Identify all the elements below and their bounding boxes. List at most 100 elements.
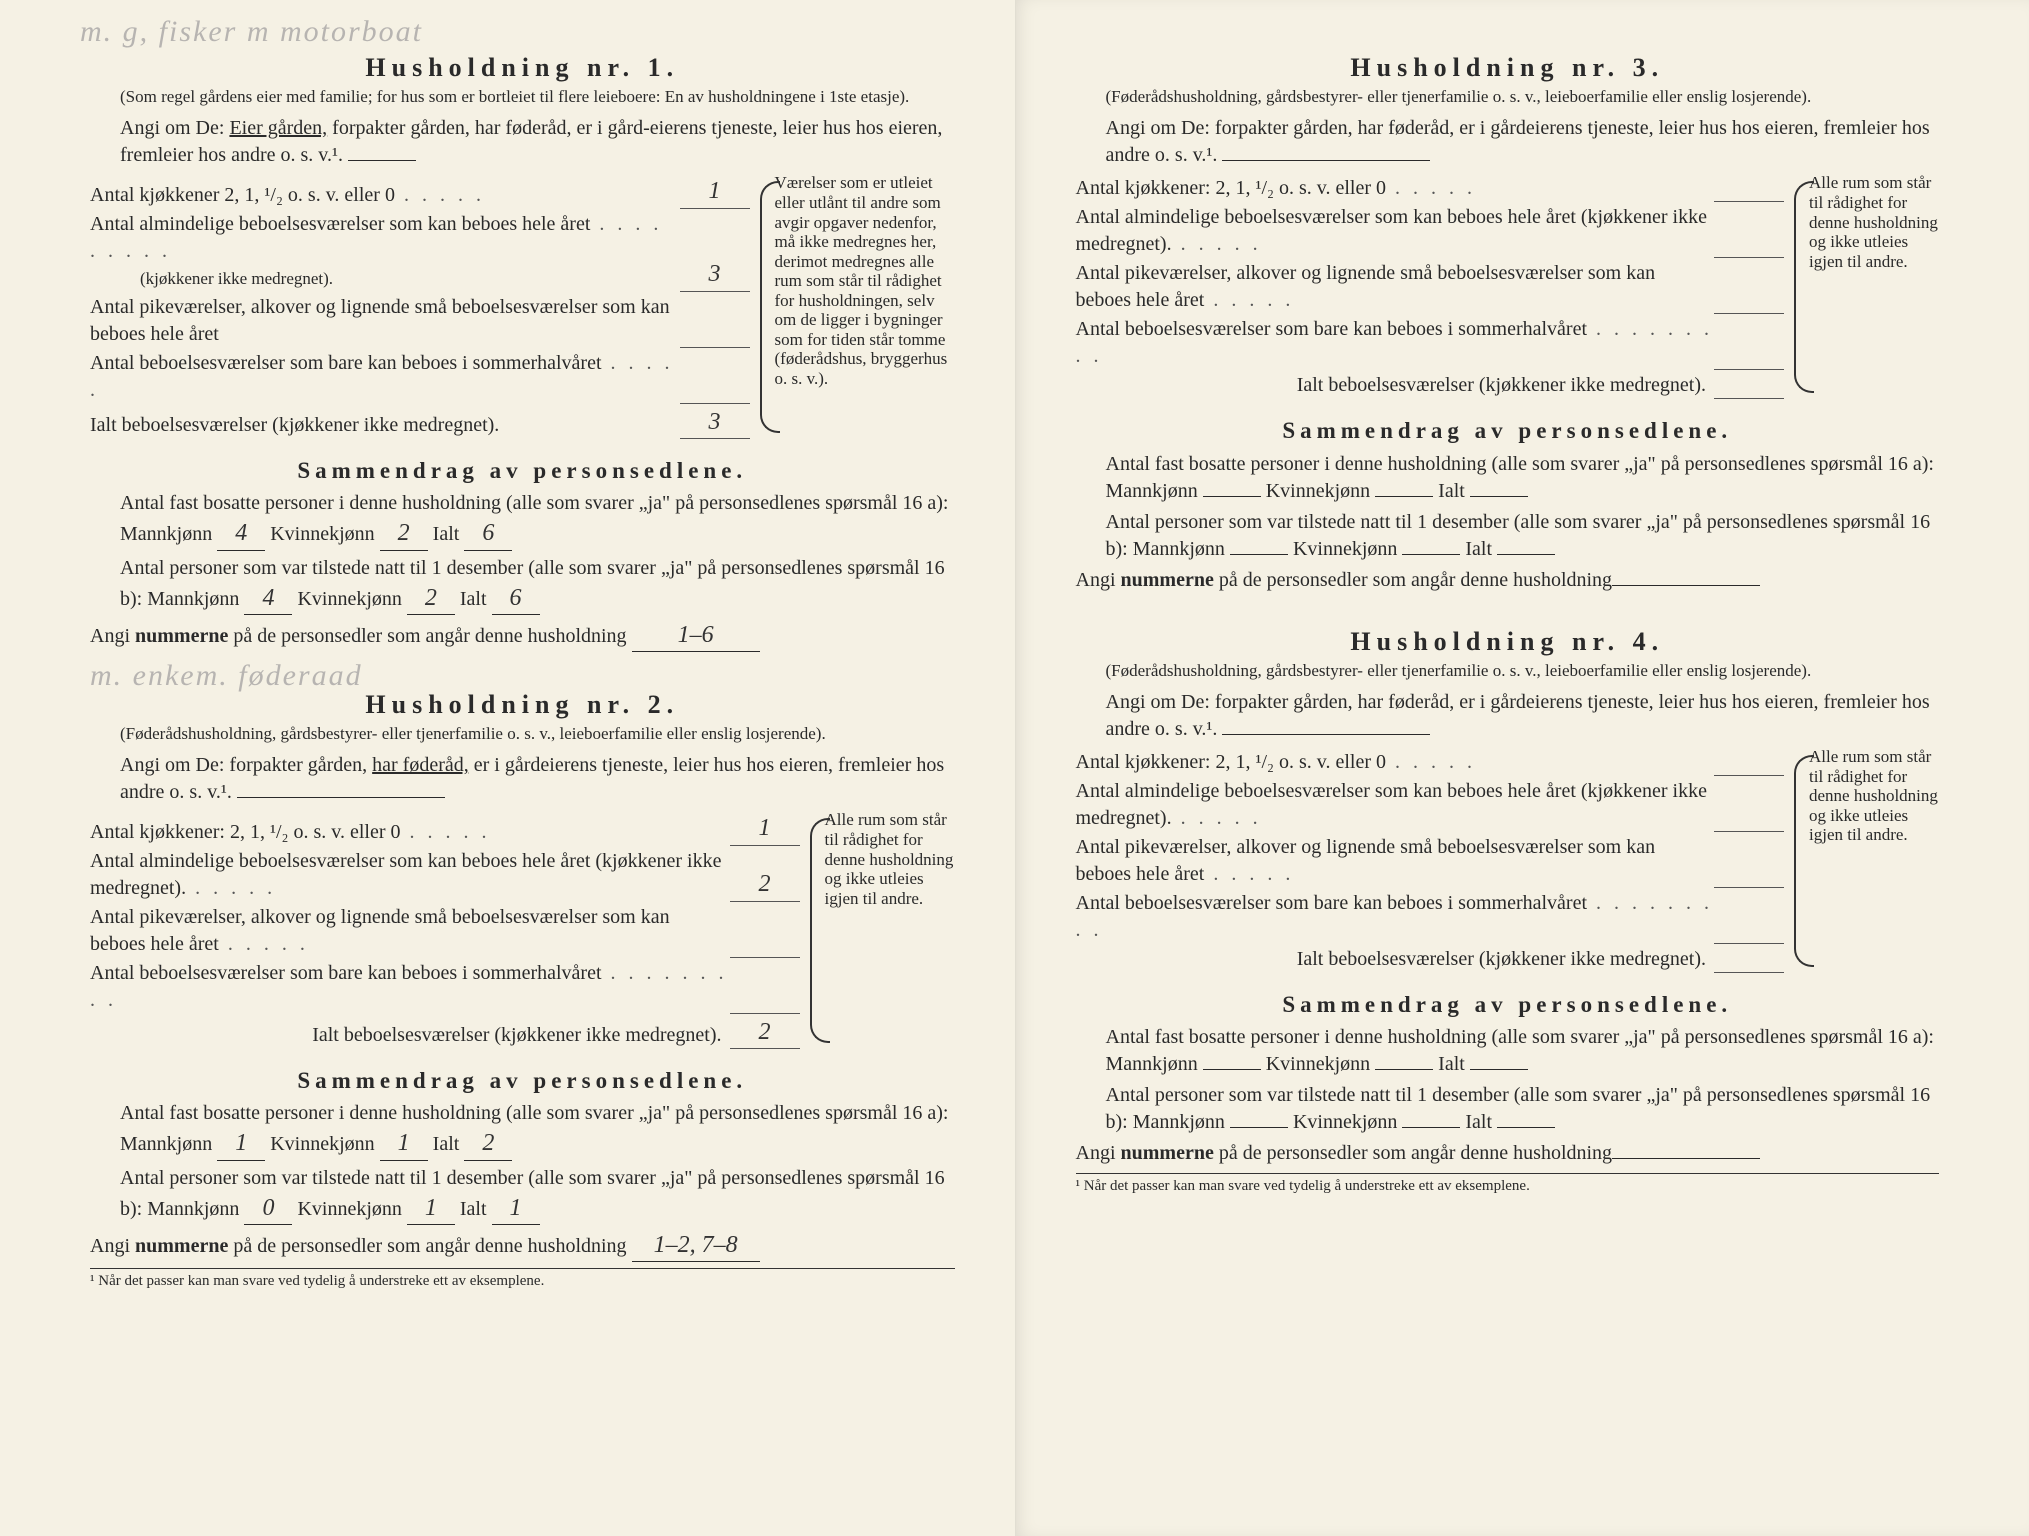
hh1-subnote: (Som regel gårdens eier med familie; for… (120, 87, 955, 107)
hh1-angi-prefix: Angi om De: (120, 117, 224, 139)
hh3-a5 (1714, 398, 1784, 399)
hh3-s1a-txt: Antal fast bosatte personer i denne hush… (1106, 453, 1935, 502)
handwritten-note-top: m. g, fisker m motorboat (80, 12, 423, 53)
kv5: Kvinnekjønn (1266, 480, 1370, 502)
hh4-s1a-m (1203, 1069, 1261, 1070)
kv-lbl2: Kvinnekjønn (297, 588, 401, 610)
hh3-q2: Antal almindelige beboelsesværelser som … (1076, 204, 1715, 258)
ialt-lbl2: Ialt (460, 588, 487, 610)
hh3-s1b: Antal personer som var tilstede natt til… (1106, 509, 1940, 563)
num3: nummerne (1121, 569, 1214, 591)
hh2-s1a-ialt: 2 (464, 1127, 512, 1160)
hh3-fields: Antal kjøkkener: 2, 1, ¹/₂ o. s. v. elle… (1076, 173, 1940, 401)
hh2-q4: Antal beboelsesværelser som bare kan beb… (90, 960, 730, 1014)
hh1-s1a-ialt: 6 (464, 517, 512, 550)
hh2-a5: 2 (730, 1016, 800, 1049)
hh2-a4 (730, 1013, 800, 1014)
hh2-subnote: (Føderådshusholdning, gårdsbestyrer- ell… (120, 724, 955, 744)
ialt5: Ialt (1438, 480, 1465, 502)
hh3-s1b-k (1402, 554, 1460, 555)
hh1-angi: Angi om De: Eier gården, forpakter gårde… (120, 115, 955, 169)
hh1-title: Husholdning nr. 1. (90, 50, 955, 85)
hh1-s1b-m: 4 (244, 582, 292, 615)
hh3-angi-txt: Angi om De: forpakter gården, har føderå… (1106, 117, 1930, 166)
hh3-summary-title: Sammendrag av personsedlene. (1076, 415, 1940, 446)
hh1-fields: Antal kjøkkener 2, 1, ¹/₂ o. s. v. eller… (90, 173, 955, 441)
hh4-a3 (1714, 887, 1784, 888)
hh4-numline-txt: på de personsedler som angår denne husho… (1219, 1142, 1612, 1164)
hh1-q4: Antal beboelsesværelser som bare kan beb… (90, 350, 680, 404)
hh1-angi-choice: Eier gården, (229, 117, 327, 139)
hh3-q3: Antal pikeværelser, alkover og lignende … (1076, 260, 1715, 314)
hh4-s1b-txt: Antal personer som var tilstede natt til… (1106, 1084, 1931, 1133)
hh4-a5 (1714, 972, 1784, 973)
hh4-numline: Angi nummerne på de personsedler som ang… (1076, 1140, 1940, 1167)
handwritten-note-mid: m. enkem. føderaad (90, 656, 955, 697)
hh4-a2 (1714, 831, 1784, 832)
page-left: m. g, fisker m motorboat Husholdning nr.… (0, 0, 1015, 1536)
hh2-q2: Antal almindelige beboelsesværelser som … (90, 848, 730, 902)
hh4-s1a-ialt (1470, 1069, 1528, 1070)
hh3-s1a-k (1375, 496, 1433, 497)
footnote-left: ¹ Når det passer kan man svare ved tydel… (90, 1268, 955, 1291)
hh1-sidenote: Værelser som er utleiet eller utlånt til… (760, 173, 955, 441)
hh2-a1: 1 (730, 812, 800, 845)
kv6: Kvinnekjønn (1293, 538, 1397, 560)
ialt4: Ialt (460, 1198, 487, 1220)
ialt-lbl: Ialt (433, 523, 460, 545)
hh1-angi-blank (348, 160, 416, 161)
hh4-s1b-ialt (1497, 1127, 1555, 1128)
hh3-s1b-m (1230, 554, 1288, 555)
nummerne: nummerne (135, 625, 228, 647)
hh3-s1a: Antal fast bosatte personer i denne hush… (1106, 451, 1940, 505)
hh2-fields: Antal kjøkkener: 2, 1, ¹/₂ o. s. v. elle… (90, 810, 955, 1051)
hh1-q3: Antal pikeværelser, alkover og lignende … (90, 294, 680, 348)
hh2-sidenote: Alle rum som står til rådighet for denne… (810, 810, 955, 1051)
hh1-s1b: Antal personer som var tilstede natt til… (120, 555, 955, 615)
hh4-q4: Antal beboelsesværelser som bare kan beb… (1076, 890, 1715, 944)
hh3-q5: Ialt beboelsesværelser (kjøkkener ikke m… (1076, 372, 1715, 399)
hh2-s1b-k: 1 (407, 1192, 455, 1225)
hh3-sidenote: Alle rum som står til rådighet for denne… (1794, 173, 1939, 401)
hh4-fields: Antal kjøkkener: 2, 1, ¹/₂ o. s. v. elle… (1076, 747, 1940, 975)
document-spread: m. g, fisker m motorboat Husholdning nr.… (0, 0, 2029, 1536)
kv4: Kvinnekjønn (297, 1198, 401, 1220)
hh1-q5: Ialt beboelsesværelser (kjøkkener ikke m… (90, 412, 680, 439)
hh4-angi-txt: Angi om De: forpakter gården, har føderå… (1106, 691, 1930, 740)
hh4-a4 (1714, 943, 1784, 944)
hh4-q5: Ialt beboelsesværelser (kjøkkener ikke m… (1076, 946, 1715, 973)
hh4-s1b-m (1230, 1127, 1288, 1128)
hh4-angi-blank (1222, 734, 1430, 735)
hh3-subnote: (Føderådshusholdning, gårdsbestyrer- ell… (1106, 87, 1940, 107)
hh3-numline-txt: på de personsedler som angår denne husho… (1219, 569, 1612, 591)
hh3-angi-blank (1222, 160, 1430, 161)
hh2-angi-choice: har føderåd, (372, 754, 469, 776)
hh2-angi-blank (237, 797, 445, 798)
hh3-a4 (1714, 369, 1784, 370)
hh4-numval (1612, 1158, 1760, 1159)
hh2-q5: Ialt beboelsesværelser (kjøkkener ikke m… (90, 1022, 730, 1049)
ialt3: Ialt (433, 1133, 460, 1155)
hh3-angi: Angi om De: forpakter gården, har føderå… (1106, 115, 1940, 169)
hh1-s1a: Antal fast bosatte personer i denne hush… (120, 490, 955, 550)
hh2-numline-txt: på de personsedler som angår denne husho… (233, 1235, 626, 1257)
ialt8: Ialt (1465, 1111, 1492, 1133)
hh2-s1a-m: 1 (217, 1127, 265, 1160)
footnote-right: ¹ Når det passer kan man svare ved tydel… (1076, 1173, 1940, 1196)
hh1-a3 (680, 347, 750, 348)
hh3-q1: Antal kjøkkener: 2, 1, ¹/₂ o. s. v. elle… (1076, 175, 1715, 202)
hh2-numval: 1–2, 7–8 (632, 1229, 760, 1262)
hh2-s1b: Antal personer som var tilstede natt til… (120, 1165, 955, 1225)
hh4-angi: Angi om De: forpakter gården, har føderå… (1106, 689, 1940, 743)
kv3: Kvinnekjønn (270, 1133, 374, 1155)
hh3-numline: Angi nummerne på de personsedler som ang… (1076, 567, 1940, 594)
hh2-angi: Angi om De: forpakter gården, har føderå… (120, 752, 955, 806)
hh4-subnote: (Føderådshusholdning, gårdsbestyrer- ell… (1106, 661, 1940, 681)
hh2-summary-title: Sammendrag av personsedlene. (90, 1065, 955, 1096)
ialt6: Ialt (1465, 538, 1492, 560)
hh1-numline-txt: på de personsedler som angår denne husho… (233, 625, 626, 647)
hh1-s1a-m: 4 (217, 517, 265, 550)
hh1-a2: 3 (680, 258, 750, 291)
hh2-numline: Angi nummerne på de personsedler som ang… (90, 1229, 955, 1262)
hh4-q2: Antal almindelige beboelsesværelser som … (1076, 778, 1715, 832)
